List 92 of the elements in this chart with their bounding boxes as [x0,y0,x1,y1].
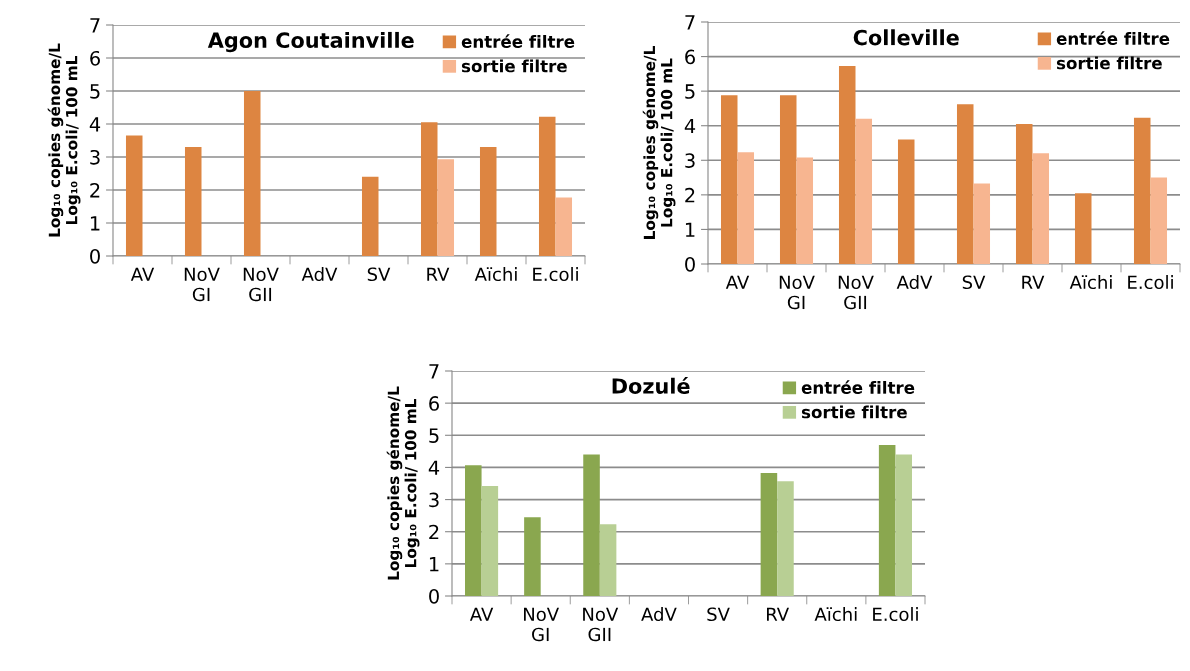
legend-label: sortie filtre [461,59,567,73]
y-tick-label: 6 [90,50,100,66]
x-tick-label: Aïchi [474,267,517,282]
legend-label: entrée filtre [801,380,915,394]
bar [796,157,814,264]
y-tick-label: 2 [685,187,695,203]
y-tick-label: 5 [685,84,695,99]
x-tick-label: AV [130,267,155,281]
y-tick-label: 4 [428,460,440,475]
y-tick-label: 6 [429,396,439,411]
bar [855,118,873,264]
bar [1150,177,1168,264]
y-axis-title: Log₁₀ copies génome/L Log₁₀ E.coli/ 100 mL [47,43,81,237]
y-tick-label: 1 [90,216,100,231]
y-tick-label: 2 [429,524,439,540]
y-tick-label: 1 [429,557,439,572]
x-tick-label: NoV GII [838,275,874,310]
x-tick-label: AdV [301,267,338,282]
y-tick-label: 2 [90,182,100,198]
bar [1074,193,1092,264]
bar [437,159,455,256]
bar [481,486,499,596]
bar [1032,153,1050,264]
bar [125,135,143,256]
y-tick-label: 5 [429,428,439,443]
legend-label: entrée filtre [461,34,575,48]
y-tick-label: 1 [685,222,695,237]
x-tick-label: NoV GI [524,607,559,642]
x-tick-label: RV [767,607,789,621]
legend-label: sortie filtre [801,405,907,419]
y-tick-label: 5 [90,84,100,99]
bar [361,176,379,256]
x-tick-label: E.coli [1128,275,1173,290]
bar [777,481,794,596]
bar [479,147,497,256]
bar [973,183,991,264]
bar [956,104,974,264]
bar [897,139,915,264]
y-tick-label: 6 [685,49,695,65]
x-tick-label: SV [962,275,986,290]
bar [538,116,556,256]
bar [243,91,261,256]
legend-label: sortie filtre [1056,56,1162,70]
y-tick-label: 7 [685,15,695,30]
bar [465,465,482,596]
x-tick-label: NoV GII [243,267,279,302]
chart-title: Colleville [853,29,959,46]
y-axis-title: Log₁₀ copies génome/L Log₁₀ E.coli/ 100 mL [386,386,420,580]
x-tick-label: AdV [896,275,933,290]
x-tick-label: AdV [641,607,677,622]
y-tick-label: 3 [90,149,100,165]
legend-label: entrée filtre [1056,31,1170,45]
y-tick-label: 0 [90,248,100,264]
y-tick-label: 0 [429,588,439,604]
x-tick-label: RV [1022,275,1045,289]
bar [779,95,797,264]
y-tick-label: 4 [89,117,101,132]
x-tick-label: SV [367,267,391,282]
x-tick-label: E.coli [873,607,918,622]
x-tick-label: Aïchi [814,607,857,622]
x-tick-label: RV [427,267,450,281]
bar [599,524,617,596]
y-tick-label: 7 [429,364,439,379]
y-tick-label: 0 [685,256,695,272]
y-tick-label: 4 [684,118,696,134]
bar [878,444,896,596]
bar [583,454,600,596]
bar [760,472,778,596]
chart-title: Dozulé [612,376,690,394]
x-tick-label: NoV GI [779,275,815,310]
y-tick-label: 7 [90,18,100,33]
bar [1015,123,1033,264]
bar [895,454,912,596]
bar [720,95,738,264]
x-tick-label: E.coli [533,267,578,282]
bar [838,65,856,264]
bar [737,152,755,264]
x-tick-label: Aïchi [1069,275,1112,290]
bar [420,122,438,256]
bar [184,147,202,256]
bar [555,197,573,256]
x-tick-label: AV [469,607,494,621]
y-tick-label: 3 [685,153,695,168]
x-tick-label: NoV GII [583,607,619,642]
bar [524,517,541,596]
chart-title: Agon Coutainville [207,31,414,53]
y-tick-label: 3 [429,492,439,508]
x-tick-label: SV [707,607,730,622]
x-tick-label: AV [725,275,750,289]
x-tick-label: NoV GI [184,267,220,302]
y-axis-title: Log₁₀ copies génome/L Log₁₀ E.coli/ 100 mL [642,46,676,239]
bar [1133,117,1151,264]
